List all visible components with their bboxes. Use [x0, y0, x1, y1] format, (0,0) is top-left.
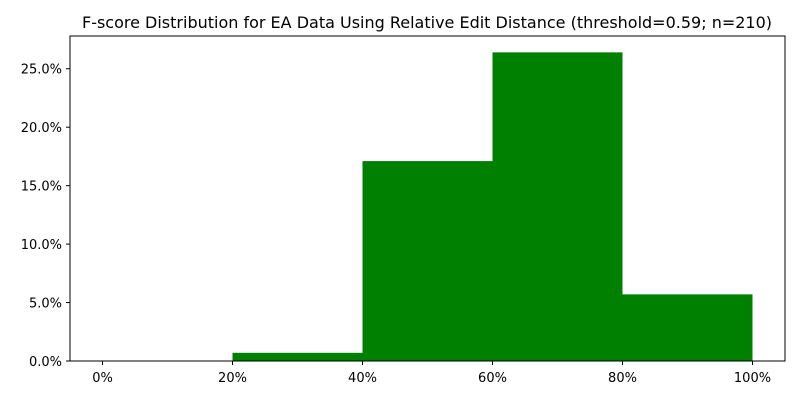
y-tick-label: 20.0%	[21, 121, 62, 136]
bars	[232, 52, 753, 361]
y-tick-label: 10.0%	[21, 238, 62, 253]
x-tick-label: 100%	[734, 371, 771, 386]
x-axis: 0% 20% 40% 60% 80% 100%	[92, 361, 771, 386]
plot-frame	[69, 35, 786, 362]
histogram-bar	[622, 294, 753, 361]
y-tick-label: 0.0%	[29, 355, 62, 370]
x-tick-label: 20%	[218, 371, 247, 386]
y-axis: 0.0% 5.0% 10.0% 15.0% 20.0% 25.0%	[21, 63, 70, 370]
x-tick-label: 40%	[348, 371, 377, 386]
histogram-bar	[362, 161, 493, 361]
chart-title: F-score Distribution for EA Data Using R…	[82, 13, 772, 32]
x-tick-label: 60%	[478, 371, 507, 386]
y-tick-label: 5.0%	[29, 297, 62, 312]
y-tick-label: 25.0%	[21, 63, 62, 78]
x-tick-label: 80%	[608, 371, 637, 386]
x-tick-label: 0%	[92, 371, 113, 386]
histogram-bar	[492, 52, 623, 361]
y-tick-label: 15.0%	[21, 180, 62, 195]
histogram-bar	[232, 352, 363, 361]
